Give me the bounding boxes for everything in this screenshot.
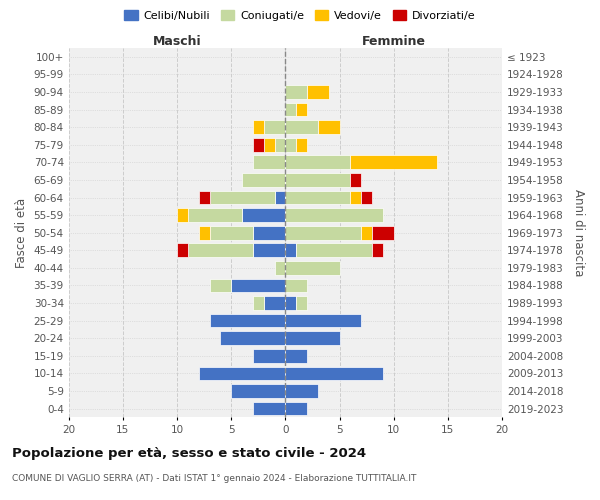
Bar bbox=[286, 314, 361, 328]
Bar bbox=[286, 332, 340, 345]
Bar bbox=[286, 173, 350, 187]
Bar bbox=[253, 244, 286, 257]
Bar bbox=[286, 244, 296, 257]
Text: Maschi: Maschi bbox=[153, 35, 202, 48]
Bar bbox=[177, 208, 188, 222]
Bar bbox=[372, 226, 394, 239]
Bar bbox=[372, 244, 383, 257]
Bar bbox=[318, 120, 340, 134]
Bar bbox=[286, 261, 340, 274]
Bar bbox=[199, 226, 209, 239]
Bar bbox=[286, 278, 307, 292]
Bar bbox=[350, 173, 361, 187]
Bar bbox=[350, 156, 437, 169]
Bar bbox=[286, 366, 383, 380]
Text: Popolazione per età, sesso e stato civile - 2024: Popolazione per età, sesso e stato civil… bbox=[12, 448, 366, 460]
Text: COMUNE DI VAGLIO SERRA (AT) - Dati ISTAT 1° gennaio 2024 - Elaborazione TUTTITAL: COMUNE DI VAGLIO SERRA (AT) - Dati ISTAT… bbox=[12, 474, 416, 483]
Bar bbox=[296, 296, 307, 310]
Bar bbox=[231, 278, 286, 292]
Bar bbox=[263, 120, 286, 134]
Bar bbox=[286, 120, 318, 134]
Bar bbox=[263, 138, 275, 151]
Text: Femmine: Femmine bbox=[362, 35, 426, 48]
Bar bbox=[231, 384, 286, 398]
Bar bbox=[361, 190, 372, 204]
Bar bbox=[296, 102, 307, 117]
Y-axis label: Anni di nascita: Anni di nascita bbox=[572, 189, 585, 276]
Bar bbox=[253, 120, 263, 134]
Bar bbox=[286, 208, 383, 222]
Bar bbox=[242, 173, 286, 187]
Bar bbox=[286, 384, 318, 398]
Bar bbox=[188, 208, 242, 222]
Bar bbox=[286, 190, 350, 204]
Bar bbox=[253, 156, 286, 169]
Bar bbox=[286, 349, 307, 362]
Bar bbox=[242, 208, 286, 222]
Y-axis label: Fasce di età: Fasce di età bbox=[15, 198, 28, 268]
Bar bbox=[188, 244, 253, 257]
Bar bbox=[286, 226, 361, 239]
Bar bbox=[350, 190, 361, 204]
Bar bbox=[275, 138, 286, 151]
Bar bbox=[263, 296, 286, 310]
Bar bbox=[209, 314, 286, 328]
Bar bbox=[286, 296, 296, 310]
Bar bbox=[253, 226, 286, 239]
Bar bbox=[220, 332, 286, 345]
Bar bbox=[209, 226, 253, 239]
Legend: Celibi/Nubili, Coniugati/e, Vedovi/e, Divorziati/e: Celibi/Nubili, Coniugati/e, Vedovi/e, Di… bbox=[120, 6, 480, 25]
Bar bbox=[253, 349, 286, 362]
Bar bbox=[296, 244, 372, 257]
Bar bbox=[253, 296, 263, 310]
Bar bbox=[296, 138, 307, 151]
Bar bbox=[275, 190, 286, 204]
Bar bbox=[275, 261, 286, 274]
Bar bbox=[199, 366, 286, 380]
Bar bbox=[253, 138, 263, 151]
Bar bbox=[286, 102, 296, 117]
Bar bbox=[177, 244, 188, 257]
Bar bbox=[199, 190, 209, 204]
Bar bbox=[286, 85, 307, 99]
Bar bbox=[286, 402, 307, 415]
Bar bbox=[307, 85, 329, 99]
Bar bbox=[286, 138, 296, 151]
Bar bbox=[286, 156, 350, 169]
Bar bbox=[209, 190, 275, 204]
Bar bbox=[361, 226, 372, 239]
Bar bbox=[253, 402, 286, 415]
Bar bbox=[209, 278, 231, 292]
